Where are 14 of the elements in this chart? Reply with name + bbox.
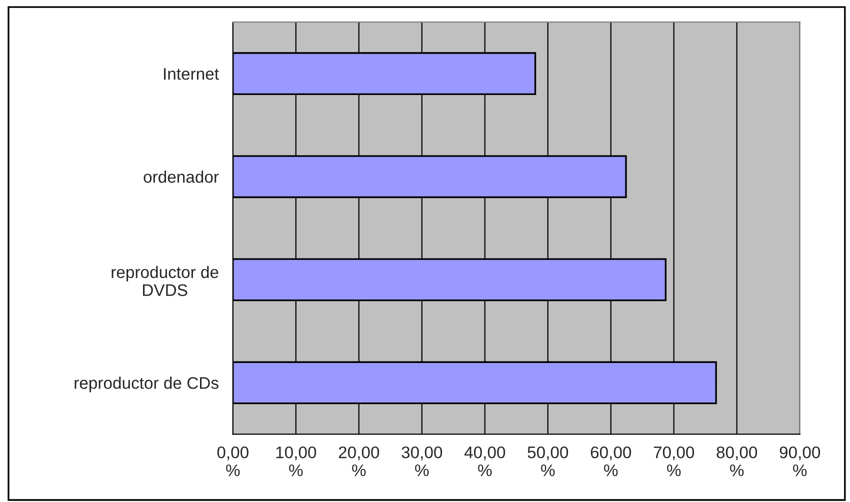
x-tick-label: 30,00 %	[402, 446, 442, 476]
x-tick-label: 90,00 %	[780, 446, 820, 476]
x-tick-label: 80,00 %	[716, 446, 758, 476]
x-tick-label: 20,00 %	[338, 446, 380, 476]
x-tick-label: 70,00 %	[654, 446, 694, 476]
x-tick-label: 10,00 %	[276, 446, 316, 476]
y-tick-label: reproductor de CDs	[74, 376, 218, 392]
x-tick-label: 60,00 %	[590, 446, 632, 476]
x-tick-label: 0,00 %	[217, 446, 248, 476]
y-tick-label: ordenador	[144, 170, 219, 183]
x-tick-label: 40,00 %	[464, 446, 506, 476]
y-tick-label: Internet	[164, 68, 219, 80]
x-tick-label: 50,00 %	[528, 446, 568, 476]
y-tick-label: reproductor de DVDS	[112, 266, 218, 296]
